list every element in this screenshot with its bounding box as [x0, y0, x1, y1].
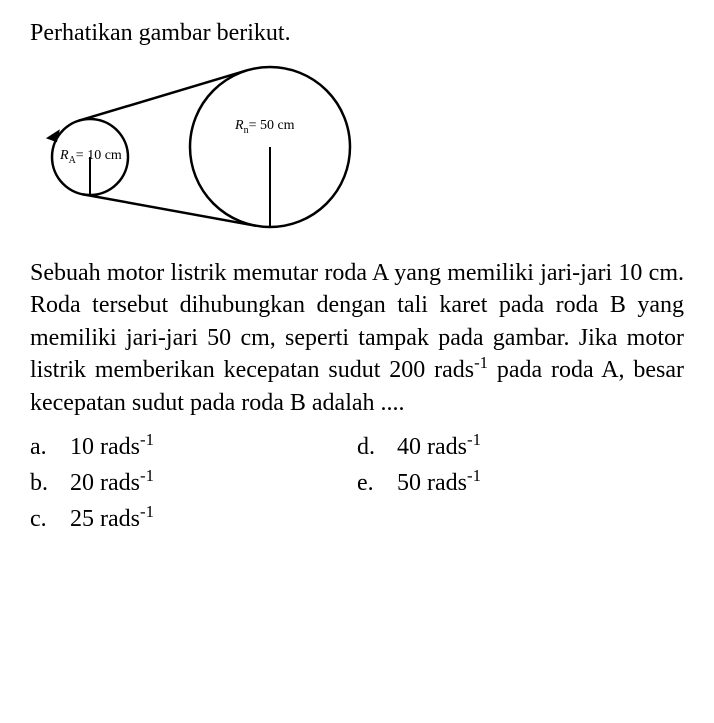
- option-d-value: 40 rads-1: [397, 429, 481, 465]
- option-b-sup: -1: [140, 466, 154, 485]
- option-row-1: a. 10 rads-1 d. 40 rads-1: [30, 429, 684, 465]
- option-c-text: 25 rads: [70, 506, 140, 532]
- option-e: e. 50 rads-1: [357, 465, 684, 501]
- option-b-letter: b.: [30, 465, 70, 501]
- option-a-text: 10 rads: [70, 434, 140, 460]
- svg-text:Rn= 50 cm: Rn= 50 cm: [234, 118, 295, 136]
- body-sup1: -1: [474, 353, 488, 372]
- option-row-2: b. 20 rads-1 e. 50 rads-1: [30, 465, 684, 501]
- option-b: b. 20 rads-1: [30, 465, 357, 501]
- option-a-sup: -1: [140, 430, 154, 449]
- instruction-text: Perhatikan gambar berikut.: [30, 20, 684, 47]
- option-a-letter: a.: [30, 429, 70, 465]
- option-d: d. 40 rads-1: [357, 429, 684, 465]
- option-b-text: 20 rads: [70, 470, 140, 496]
- answer-options: a. 10 rads-1 d. 40 rads-1 b. 20 rads-1 e…: [30, 429, 684, 537]
- question-body: Sebuah motor listrik memutar roda A yang…: [30, 257, 684, 419]
- option-row-3: c. 25 rads-1: [30, 501, 684, 537]
- option-d-letter: d.: [357, 429, 397, 465]
- option-c-value: 25 rads-1: [70, 501, 154, 537]
- option-c-sup: -1: [140, 502, 154, 521]
- option-c-letter: c.: [30, 501, 70, 537]
- option-c: c. 25 rads-1: [30, 501, 357, 537]
- option-e-letter: e.: [357, 465, 397, 501]
- option-e-text: 50 rads: [397, 470, 467, 496]
- option-d-text: 40 rads: [397, 434, 467, 460]
- option-d-sup: -1: [467, 430, 481, 449]
- option-e-sup: -1: [467, 466, 481, 485]
- diagram-svg: RA= 10 cmRn= 50 cm: [30, 62, 410, 232]
- option-b-value: 20 rads-1: [70, 465, 154, 501]
- option-a: a. 10 rads-1: [30, 429, 357, 465]
- option-e-value: 50 rads-1: [397, 465, 481, 501]
- option-a-value: 10 rads-1: [70, 429, 154, 465]
- pulley-diagram: RA= 10 cmRn= 50 cm: [30, 62, 684, 237]
